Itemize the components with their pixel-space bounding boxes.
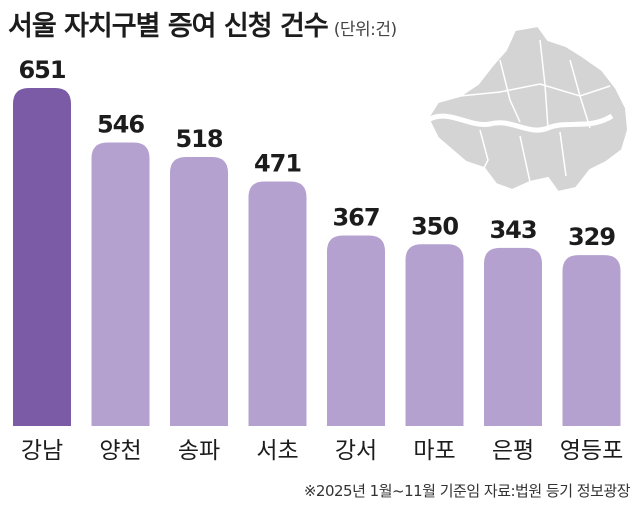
value-labels-group: 651 546 518 471 367 350 343 329 — [18, 56, 616, 251]
bar-5 — [327, 235, 385, 426]
value-label-6: 350 — [411, 212, 458, 240]
source-note: ※2025년 1월~11월 기준임 자료:법원 등기 정보광장 — [303, 482, 631, 500]
seoul-map-shape — [426, 24, 630, 194]
value-label-5: 367 — [332, 203, 379, 231]
seoul-map-illustration — [426, 24, 630, 194]
category-label-1: 강남 — [21, 438, 63, 464]
title-row: 서울 자치구별 증여 신청 건수 (단위:건) — [8, 4, 397, 43]
category-label-3: 송파 — [178, 438, 220, 464]
bar-6 — [405, 244, 464, 426]
category-label-8: 영등포 — [560, 438, 623, 464]
value-label-2: 546 — [97, 111, 144, 139]
category-label-7: 은평 — [492, 438, 534, 464]
category-label-2: 양천 — [99, 438, 141, 464]
value-label-8: 329 — [568, 223, 615, 251]
value-label-1: 651 — [18, 56, 65, 84]
bar-4 — [248, 181, 307, 426]
category-label-5: 강서 — [335, 438, 377, 464]
chart-title: 서울 자치구별 증여 신청 건수 — [8, 11, 329, 42]
bars-group — [13, 88, 621, 427]
han-river-line — [426, 113, 614, 133]
bar-8 — [562, 255, 621, 426]
category-label-4: 서초 — [256, 438, 298, 464]
unit-label: (단위:건) — [333, 20, 397, 40]
value-label-4: 471 — [254, 149, 301, 177]
category-label-6: 마포 — [413, 438, 455, 464]
district-boundaries — [459, 39, 611, 183]
bar-3 — [170, 157, 228, 426]
bar-2 — [91, 142, 150, 427]
value-label-3: 518 — [175, 125, 222, 153]
bar-7 — [484, 247, 542, 426]
bar-1 — [13, 88, 71, 426]
value-label-7: 343 — [489, 216, 536, 244]
category-labels-group: 강남 양천 송파 서초 강서 마포 은평 영등포 — [21, 438, 623, 464]
